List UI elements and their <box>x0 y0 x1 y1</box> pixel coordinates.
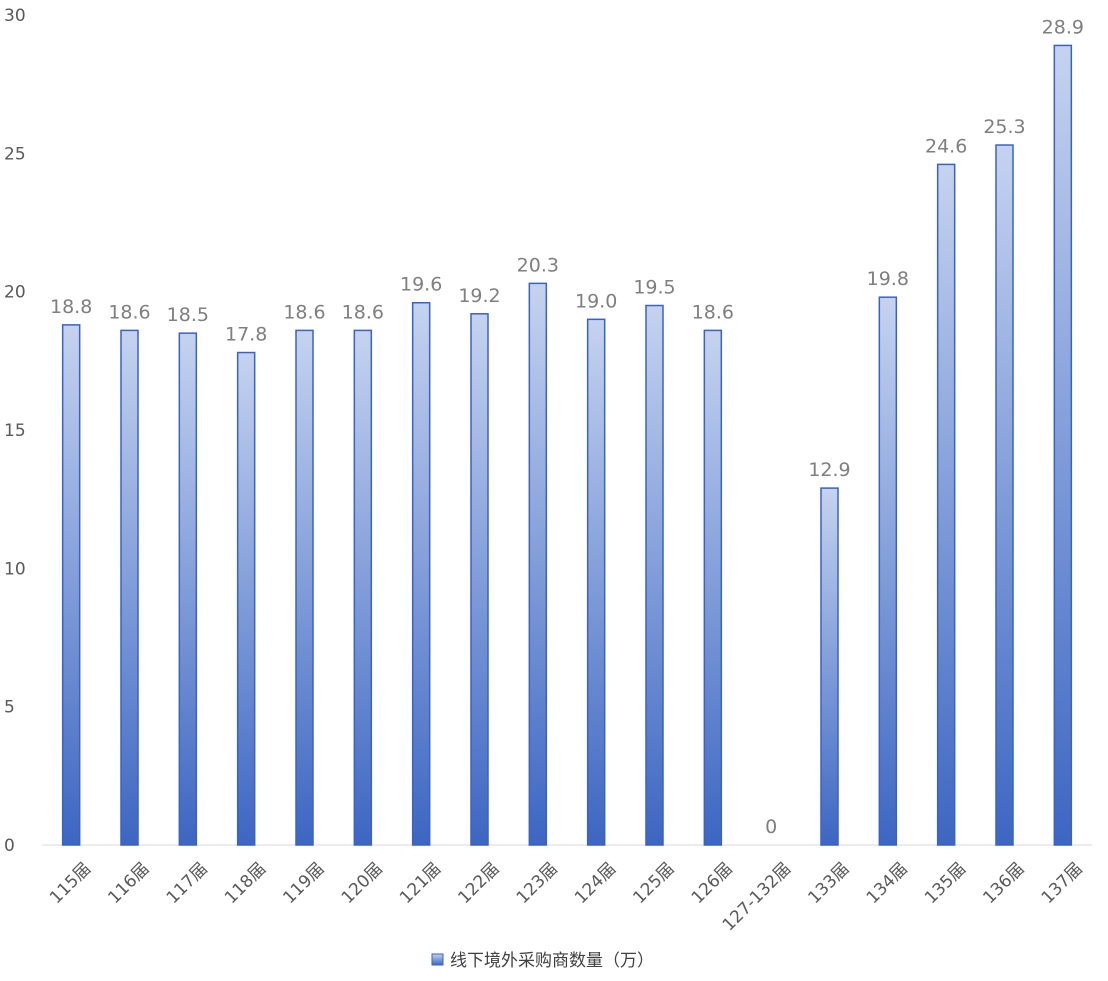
y-tick-label: 30 <box>4 6 26 26</box>
bar <box>411 301 431 846</box>
data-label: 18.6 <box>283 301 325 323</box>
y-tick-label: 5 <box>4 698 15 718</box>
x-tick-label: 126届 <box>688 859 737 908</box>
legend: 线下境外采购商数量（万） <box>431 951 654 971</box>
bar <box>586 318 606 846</box>
bar <box>936 163 956 846</box>
data-label: 18.6 <box>692 301 734 323</box>
x-tick-label: 123届 <box>513 859 562 908</box>
x-tick-label: 124届 <box>571 859 620 908</box>
x-tick-label: 122届 <box>454 859 503 908</box>
data-label: 20.3 <box>517 254 559 276</box>
x-tick-label: 115届 <box>46 859 95 908</box>
y-tick-label: 10 <box>4 559 26 579</box>
x-tick-label: 119届 <box>279 859 328 908</box>
bar <box>878 296 898 846</box>
bar <box>120 329 139 846</box>
value-labels: 18.8 18.6 18.5 17.8 18.6 18.6 19.6 19.2 20.3 19.0… <box>50 16 1084 838</box>
bar <box>470 313 489 846</box>
data-label: 18.6 <box>342 301 384 323</box>
data-label: 18.6 <box>108 301 150 323</box>
y-tick-label: 20 <box>4 283 26 303</box>
x-tick-label: 120届 <box>338 859 387 908</box>
data-label: 19.0 <box>575 290 617 312</box>
data-label: 24.6 <box>925 135 967 157</box>
x-tick-label: 125届 <box>629 859 678 908</box>
y-tick-label: 25 <box>4 144 26 164</box>
bar <box>1053 44 1073 846</box>
x-axis-labels: 115届 116届 117届 118届 119届 120届 121届 122届 123届 124届… <box>46 859 1087 935</box>
bar <box>353 329 373 846</box>
bar <box>178 332 198 846</box>
data-label: 19.5 <box>633 277 675 299</box>
bar <box>236 351 256 846</box>
data-label: 25.3 <box>983 116 1025 138</box>
legend-label: 线下境外采购商数量（万） <box>450 951 654 971</box>
bar <box>61 324 81 846</box>
bar <box>995 144 1014 846</box>
data-label: 0 <box>765 816 777 838</box>
legend-swatch <box>431 953 444 966</box>
y-tick-label: 15 <box>4 421 26 441</box>
data-label: 18.8 <box>50 296 92 318</box>
x-tick-label: 116届 <box>104 859 153 908</box>
bar <box>528 282 548 846</box>
x-tick-label: 121届 <box>396 859 445 908</box>
data-label: 19.8 <box>867 268 909 290</box>
x-tick-label: 135届 <box>921 859 970 908</box>
bar <box>645 304 664 846</box>
x-tick-label: 136届 <box>979 859 1028 908</box>
bars <box>61 44 1073 846</box>
x-tick-label: 134届 <box>863 859 912 908</box>
y-tick-label: 0 <box>4 836 15 856</box>
y-axis: 0 5 10 15 20 25 30 <box>4 6 26 856</box>
x-tick-label: 118届 <box>221 859 270 908</box>
bar <box>820 487 839 846</box>
x-tick-label: 133届 <box>804 859 853 908</box>
data-label: 19.2 <box>458 285 500 307</box>
bar <box>703 329 723 846</box>
data-label: 19.6 <box>400 274 442 296</box>
x-tick-label: 117届 <box>163 859 212 908</box>
data-label: 12.9 <box>808 459 850 481</box>
data-label: 18.5 <box>167 304 209 326</box>
data-label: 17.8 <box>225 324 267 346</box>
bar <box>295 329 314 846</box>
data-label: 28.9 <box>1042 16 1084 38</box>
x-tick-label: 137届 <box>1038 859 1087 908</box>
